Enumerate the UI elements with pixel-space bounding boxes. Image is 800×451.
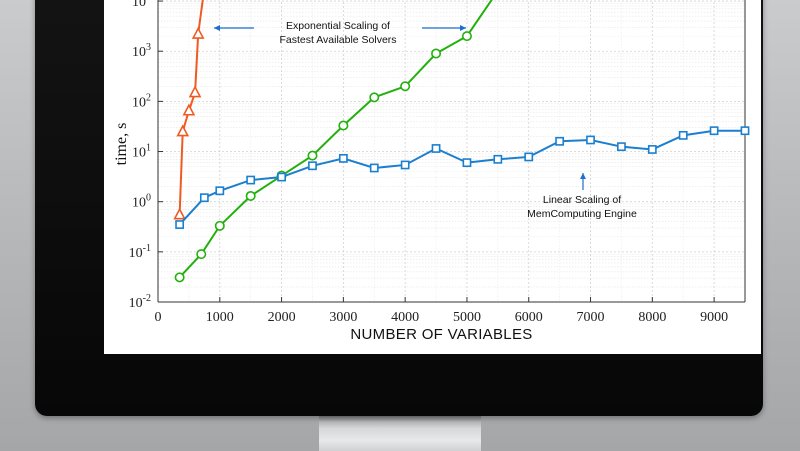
y-tick-label: 104 [132, 0, 151, 10]
annotation-linear-line2: MemComputing Engine [527, 208, 637, 220]
y-tick-label: 102 [132, 92, 151, 110]
x-axis-label: NUMBER OF VARIABLES [350, 326, 532, 343]
data-point-square [462, 158, 472, 168]
y-tick-label: 101 [132, 143, 151, 161]
data-point-circle [431, 48, 442, 59]
data-point-circle [196, 249, 207, 260]
y-axis-label: time, s [113, 123, 130, 166]
data-point-circle [338, 120, 349, 131]
y-tick-label: 100 [132, 193, 151, 211]
data-point-square [555, 136, 565, 146]
data-point-triangle [182, 103, 196, 116]
data-point-square [246, 175, 256, 185]
data-point-square [215, 186, 225, 196]
data-point-circle [461, 31, 472, 42]
annotation-linear-line1: Linear Scaling of [543, 194, 621, 206]
x-tick-label: 6000 [515, 310, 543, 325]
x-tick-label: 2000 [268, 310, 296, 325]
data-point-triangle [191, 26, 205, 39]
data-point-square [400, 160, 410, 170]
data-point-square [678, 130, 688, 140]
data-point-triangle [176, 124, 190, 137]
data-point-square [175, 220, 185, 229]
data-point-triangle [188, 85, 202, 98]
y-tick-label: 10-1 [129, 243, 151, 261]
data-point-square [199, 193, 209, 203]
data-point-square [709, 126, 719, 136]
data-point-circle [400, 81, 411, 92]
data-point-square [431, 144, 441, 153]
x-tick-label: 3000 [329, 310, 357, 325]
data-point-square [308, 161, 317, 171]
monitor-screen: 0 1000 2000 3000 4000 5000 6000 7000 8000 9000 10-… [104, 0, 761, 354]
annotation-exponential-line2: Fastest Available Solvers [279, 34, 396, 46]
data-point-square [617, 142, 626, 152]
data-point-square [647, 145, 657, 154]
arrow-right-head [460, 25, 466, 31]
data-point-square [277, 172, 286, 182]
x-tick-label: 7000 [577, 310, 605, 325]
data-point-circle [307, 150, 318, 161]
data-point-square [493, 154, 503, 164]
x-tick-label: 8000 [638, 310, 666, 325]
data-point-square [338, 153, 348, 163]
data-point-square [524, 152, 534, 162]
y-tick-label: 10-2 [129, 293, 151, 311]
data-point-circle [369, 92, 380, 103]
x-tick-label: 9000 [700, 310, 728, 325]
data-point-square [740, 126, 750, 136]
monitor-stand [319, 416, 481, 451]
arrow-up-head [580, 173, 586, 179]
data-point-circle [245, 190, 256, 201]
y-tick-label: 103 [132, 42, 151, 60]
data-point-circle [214, 220, 225, 231]
x-tick-label: 4000 [391, 310, 419, 325]
data-point-square [369, 163, 379, 173]
arrow-left-head [214, 25, 220, 31]
x-tick-label: 5000 [453, 310, 481, 325]
data-point-circle [174, 272, 185, 283]
monitor-stand-shadow [319, 416, 481, 422]
data-point-triangle [173, 207, 186, 220]
x-tick-label: 1000 [206, 310, 234, 325]
series-line-exponential-triangle [178, 0, 204, 215]
x-tick-label: 0 [155, 310, 162, 325]
monitor-bezel: 0 1000 2000 3000 4000 5000 6000 7000 8000 9000 10-… [35, 0, 763, 416]
series-line-linear-square [178, 129, 745, 226]
data-point-square [586, 135, 595, 145]
annotation-exponential-line1: Exponential Scaling of [286, 20, 390, 32]
scaling-chart: 0 1000 2000 3000 4000 5000 6000 7000 8000 9000 10-… [113, 0, 750, 343]
